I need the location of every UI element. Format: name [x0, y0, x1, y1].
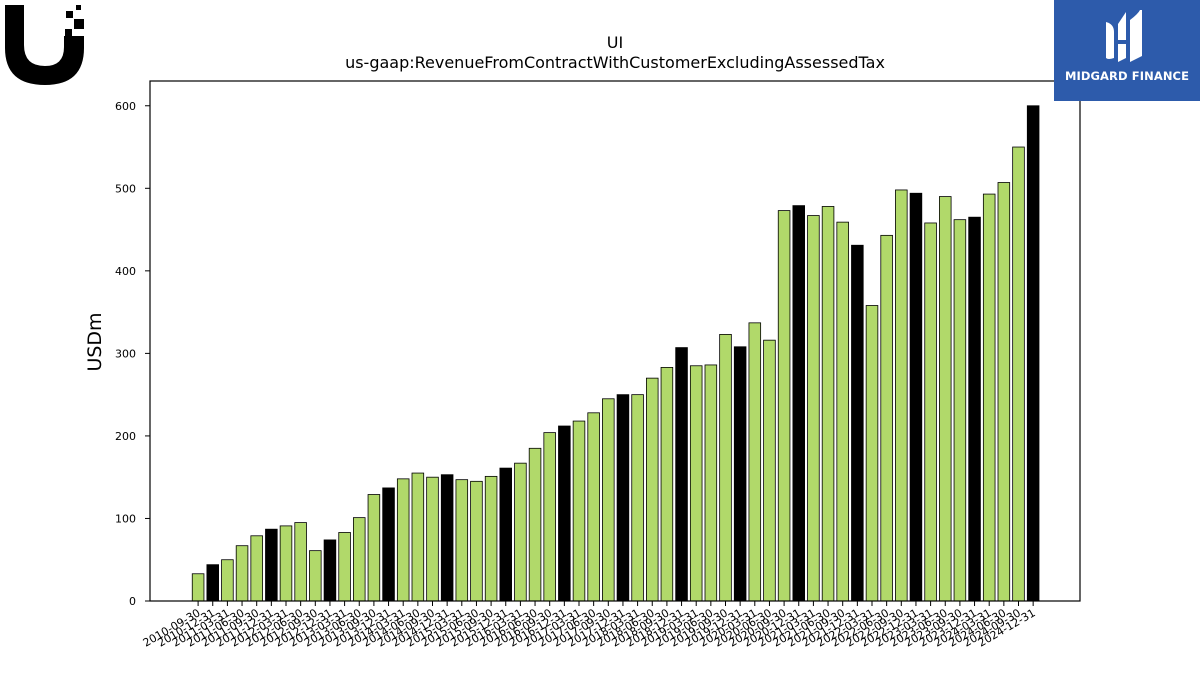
bar-2022-12-31 [909, 192, 923, 602]
bar-2012-12-31 [323, 539, 337, 602]
bar-2012-03-31 [279, 525, 293, 602]
bar-2024-06-30 [997, 182, 1011, 602]
y-tick-label: 400 [115, 265, 136, 278]
bar-2017-12-31 [616, 394, 630, 602]
bars-layer [191, 105, 1040, 602]
bar-2012-06-30 [294, 522, 307, 602]
bar-2012-09-30 [309, 550, 322, 602]
bar-2016-03-31 [514, 462, 527, 602]
publisher-logo: MIDGARD FINANCE [1054, 0, 1200, 101]
bar-2019-12-31 [733, 346, 747, 602]
bar-2023-12-31 [968, 216, 981, 602]
bar-2021-03-31 [807, 215, 820, 602]
chart-title: UI [607, 33, 623, 52]
y-tick-label: 200 [115, 430, 136, 443]
y-tick-label: 0 [129, 595, 136, 608]
bar-2011-09-30 [250, 535, 263, 602]
bar-2023-03-31 [924, 222, 937, 602]
bar-2011-03-31 [221, 559, 234, 602]
x-axis: 2010-09-302010-12-312011-03-312011-06-30… [141, 601, 1038, 650]
chart-subtitle: us-gaap:RevenueFromContractWithCustomerE… [345, 53, 885, 72]
ui-logo-icon [0, 0, 92, 92]
bar-2010-09-30 [191, 573, 205, 602]
bar-2024-12-31 [1026, 105, 1040, 602]
bar-2015-06-30 [470, 480, 483, 602]
bar-2019-09-30 [719, 333, 732, 602]
bar-2019-03-31 [689, 365, 703, 602]
bar-2016-06-30 [528, 447, 542, 602]
bar-2015-12-31 [499, 467, 512, 602]
bar-2018-06-30 [646, 377, 659, 602]
bar-2016-09-30 [543, 432, 556, 602]
bar-2010-12-31 [206, 564, 219, 602]
y-tick-label: 100 [115, 512, 136, 525]
bar-2017-09-30 [602, 398, 615, 602]
bar-2011-12-31 [265, 528, 278, 602]
bar-2011-06-30 [235, 545, 249, 602]
y-axis-label: USDm [84, 312, 106, 371]
bar-2019-06-30 [704, 364, 718, 602]
bar-2020-12-31 [792, 205, 806, 602]
y-tick-label: 600 [115, 100, 136, 113]
bar-2014-09-30 [426, 476, 439, 602]
bar-2013-03-31 [338, 532, 351, 602]
bar-2023-09-30 [953, 219, 967, 602]
bar-2015-03-31 [455, 479, 469, 602]
bar-2018-03-31 [631, 394, 644, 602]
publisher-name: MIDGARD FINANCE [1064, 69, 1190, 83]
bar-2014-06-30 [411, 472, 425, 602]
bar-2013-09-30 [367, 494, 381, 602]
bar-2020-03-31 [748, 322, 762, 602]
bar-2016-12-31 [558, 425, 571, 602]
bar-2015-09-30 [484, 475, 498, 602]
bar-2023-06-30 [939, 196, 952, 602]
bar-2013-12-31 [382, 487, 395, 602]
y-axis: 0 100 200 300 400 500 600 [115, 100, 150, 608]
y-tick-label: 300 [115, 347, 136, 360]
bar-2017-03-31 [572, 420, 586, 602]
bar-2014-12-31 [440, 474, 454, 602]
bar-2021-06-30 [821, 206, 835, 602]
bar-2014-03-31 [396, 478, 410, 602]
bar-2020-09-30 [777, 210, 791, 602]
bar-2021-12-31 [851, 244, 864, 602]
y-tick-label: 500 [115, 182, 136, 195]
bar-2013-06-30 [352, 517, 366, 602]
bar-2022-06-30 [880, 234, 893, 602]
bar-2024-03-31 [982, 193, 996, 602]
bar-2022-09-30 [895, 189, 908, 602]
plot-frame [149, 80, 1081, 602]
bar-2021-09-30 [836, 221, 849, 602]
bar-2017-06-30 [587, 412, 600, 602]
bar-2022-03-31 [865, 305, 879, 602]
midgard-logo-icon [1106, 10, 1142, 62]
bar-2018-12-31 [675, 347, 688, 602]
bar-2018-09-30 [660, 367, 674, 602]
bar-2024-09-30 [1012, 146, 1025, 602]
bar-2020-06-30 [763, 339, 776, 602]
